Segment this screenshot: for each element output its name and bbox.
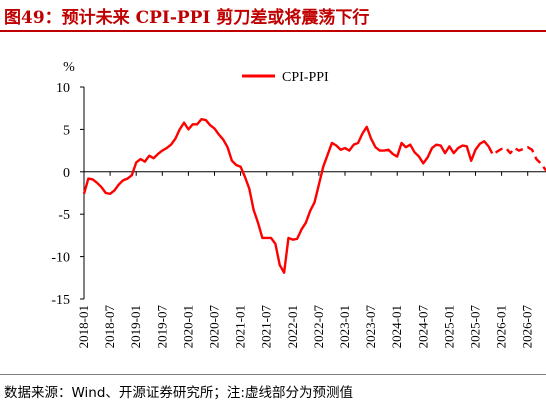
y-tick-label: -5: [58, 208, 70, 223]
x-tick-label: 2022-07: [311, 305, 326, 349]
x-tick-label: 2022-01: [285, 305, 300, 348]
x-tick-label: 2021-01: [233, 305, 248, 348]
x-tick-label: 2021-07: [259, 305, 274, 349]
x-tick-label: 2019-01: [128, 305, 143, 348]
x-tick-label: 2024-01: [389, 305, 404, 348]
y-axis-unit: %: [63, 60, 75, 75]
y-tick-label: -10: [51, 251, 70, 266]
source-note: 数据来源：Wind、开源证券研究所；注:虚线部分为预测值: [4, 385, 353, 401]
source-divider: [0, 374, 546, 375]
x-tick-label: 2018-01: [76, 305, 91, 348]
chart-title: 图49：预计未来 CPI-PPI 剪刀差或将震荡下行: [4, 8, 370, 28]
x-tick-label: 2020-07: [207, 305, 222, 349]
x-tick-label: 2026-07: [520, 305, 535, 349]
y-tick-label: 5: [63, 123, 70, 138]
chart-plot: [82, 118, 546, 274]
x-tick-label: 2023-07: [363, 305, 378, 349]
chart-axes: 10 5 0 -5 -10 -15% 2018-01 2018-07 2019-01 2019-0…: [51, 60, 546, 348]
series-line-forecast: [487, 145, 546, 172]
x-tick-label: 2018-07: [102, 305, 117, 349]
legend-label: CPI-PPI: [282, 70, 329, 85]
x-tick-label: 2019-07: [154, 305, 169, 349]
x-tick-label: 2020-01: [180, 305, 195, 348]
x-tick-label: 2025-01: [441, 305, 456, 348]
x-tick-label: 2025-07: [468, 305, 483, 349]
y-tick-label: -15: [51, 293, 70, 308]
line-chart: 10 5 0 -5 -10 -15% 2018-01 2018-07 2019-01 2019-0…: [51, 60, 546, 348]
y-tick-label: 0: [63, 166, 70, 181]
x-tick-label: 2023-01: [337, 305, 352, 348]
y-tick-label: 10: [56, 81, 70, 96]
chart-legend: CPI-PPI: [242, 70, 329, 85]
series-line-actual: [82, 118, 490, 274]
title-underline: [0, 30, 546, 32]
x-tick-label: 2024-07: [415, 305, 430, 349]
x-tick-label: 2026-01: [494, 305, 509, 348]
